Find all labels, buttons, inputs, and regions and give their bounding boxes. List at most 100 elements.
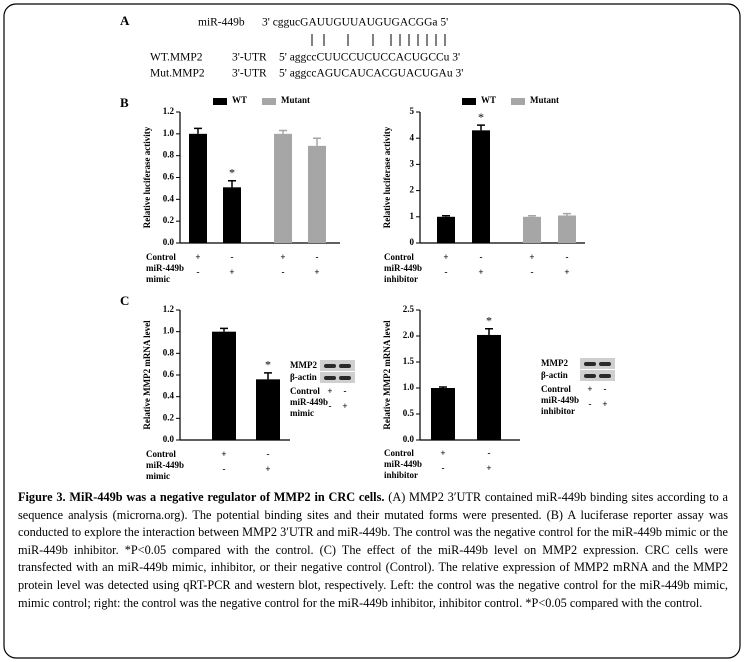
- condition-label: Control: [290, 386, 320, 396]
- error-bar: [264, 372, 272, 380]
- blot-background: [580, 370, 615, 381]
- condition-mark: +: [478, 267, 483, 277]
- condition-mark: -: [442, 463, 445, 473]
- y-tick-label: 1.5: [403, 356, 415, 366]
- y-tick-label: 2.0: [403, 330, 415, 340]
- sequence-name: WT.MMP2: [150, 52, 203, 64]
- significance: *: [229, 166, 235, 180]
- condition-mark: +: [443, 252, 448, 262]
- condition-label: Control: [384, 252, 414, 262]
- condition-mark: -: [589, 399, 592, 409]
- condition-mark: +: [602, 399, 607, 409]
- blot-row-label: MMP2: [541, 358, 568, 368]
- condition-label: Control: [541, 384, 571, 394]
- y-axis-label: Relative MMP2 mRNA level: [142, 320, 152, 430]
- panel-label: A: [120, 13, 130, 28]
- y-tick-label: 0.4: [163, 193, 175, 203]
- condition-mark: +: [280, 252, 285, 262]
- y-tick-label: 0.0: [163, 237, 175, 247]
- y-tick-label: 2.5: [403, 304, 415, 314]
- condition-label: miR-449b: [541, 395, 579, 405]
- condition-mark: -: [231, 252, 234, 262]
- blot-row-label: MMP2: [290, 360, 317, 370]
- sequence-name: miR-449b: [198, 17, 245, 29]
- condition-mark: -: [267, 449, 270, 459]
- blot-band: [584, 374, 596, 378]
- sequence: 5' aggccAGUCAUCACGUACUGAu 3': [279, 68, 463, 80]
- y-tick-label: 0.6: [163, 369, 175, 379]
- condition-label: miR-449b: [146, 460, 184, 470]
- error-bar: [563, 212, 571, 216]
- error-bar: [279, 129, 287, 134]
- condition-label: miR-449b: [384, 459, 422, 469]
- condition-label: miR-449b: [146, 263, 184, 273]
- bar: [308, 145, 326, 243]
- y-tick-label: 0.2: [163, 215, 175, 225]
- y-tick-label: 0.0: [403, 434, 415, 444]
- y-axis-label: Relative luciferase activity: [142, 126, 152, 228]
- condition-label: mimic: [146, 471, 170, 481]
- caption-title: Figure 3. MiR-449b was a negative regula…: [18, 490, 385, 504]
- blot-background: [580, 358, 615, 369]
- error-bar: [528, 215, 536, 217]
- y-tick-label: 4: [410, 132, 415, 142]
- condition-mark: -: [488, 448, 491, 458]
- bar: [256, 379, 280, 440]
- y-tick-label: 1.2: [163, 106, 175, 116]
- bar: [437, 216, 455, 243]
- condition-mark: -: [445, 267, 448, 277]
- condition-label: Control: [384, 448, 414, 458]
- blot-band: [324, 364, 336, 368]
- condition-mark: +: [529, 252, 534, 262]
- condition-mark: +: [486, 463, 491, 473]
- blot-band: [599, 374, 611, 378]
- error-bar: [485, 327, 493, 335]
- blot-band: [599, 362, 611, 366]
- bar: [523, 216, 541, 243]
- condition-mark: +: [314, 267, 319, 277]
- condition-mark: -: [223, 464, 226, 474]
- bar: [212, 331, 236, 440]
- condition-mark: -: [344, 386, 347, 396]
- pairing-lines: [311, 34, 446, 46]
- blot-band: [584, 362, 596, 366]
- condition-mark: +: [440, 448, 445, 458]
- legend-label: WT: [232, 95, 247, 105]
- y-tick-label: 1.0: [403, 382, 415, 392]
- condition-label: mimic: [290, 408, 314, 418]
- blot-band: [339, 376, 351, 380]
- y-tick-label: 0.4: [163, 391, 175, 401]
- y-tick-label: 0.2: [163, 412, 175, 422]
- y-axis-label: Relative luciferase activity: [382, 126, 392, 228]
- sequence-region: 3'-UTR: [232, 68, 267, 80]
- bar: [472, 130, 490, 243]
- bar: [223, 187, 241, 243]
- condition-mark: -: [604, 384, 607, 394]
- condition-label: inhibitor: [384, 470, 418, 480]
- y-tick-label: 1.2: [163, 304, 175, 314]
- condition-mark: +: [221, 449, 226, 459]
- y-tick-label: 0.8: [163, 150, 175, 160]
- condition-label: miR-449b: [384, 263, 422, 273]
- condition-label: Control: [146, 449, 176, 459]
- sequence: 5' aggccCUUCCUCUCCACUGCCu 3': [279, 52, 460, 64]
- y-tick-label: 5: [410, 106, 415, 116]
- legend-swatch: [511, 98, 525, 105]
- y-tick-label: 1: [410, 211, 415, 221]
- y-tick-label: 0.8: [163, 347, 175, 357]
- error-bar: [442, 215, 450, 217]
- condition-mark: -: [197, 267, 200, 277]
- condition-mark: +: [265, 464, 270, 474]
- condition-mark: -: [566, 252, 569, 262]
- legend-label: Mutant: [530, 95, 559, 105]
- sequence-region: 3'-UTR: [232, 52, 267, 64]
- y-tick-label: 0: [410, 237, 415, 247]
- condition-mark: +: [587, 384, 592, 394]
- error-bar: [194, 127, 202, 134]
- legend-label: Mutant: [281, 95, 310, 105]
- condition-mark: -: [531, 267, 534, 277]
- significance: *: [486, 313, 492, 327]
- condition-mark: -: [480, 252, 483, 262]
- condition-mark: +: [229, 267, 234, 277]
